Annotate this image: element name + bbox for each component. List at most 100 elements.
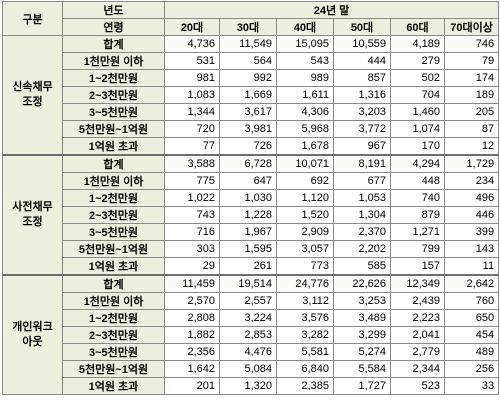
age-group-header: 70대이상	[443, 18, 500, 36]
value-cell: 1,271	[390, 223, 445, 241]
age-group-header: 50대	[333, 18, 391, 36]
value-cell: 1,030	[219, 189, 277, 207]
row-label: 5천만원~1억원	[62, 240, 165, 258]
value-cell: 3,112	[276, 292, 334, 310]
value-cell: 24,776	[276, 274, 334, 293]
value-cell: 2,439	[390, 292, 445, 310]
value-cell: 740	[390, 189, 445, 207]
value-cell: 33	[443, 377, 500, 395]
value-cell: 12	[443, 137, 500, 156]
value-cell: 1,882	[164, 326, 220, 344]
value-cell: 746	[443, 35, 500, 53]
row-label: 1~2천만원	[62, 189, 165, 207]
value-cell: 3,224	[219, 309, 277, 327]
table-row: 1~2천만원 981 992 989 857 502 174	[3, 69, 500, 87]
value-cell: 543	[276, 52, 334, 70]
table-row: 2~3천만원 1,882 2,853 3,282 3,299 2,041 454	[3, 326, 500, 344]
value-cell: 444	[333, 52, 391, 70]
value-cell: 857	[333, 69, 391, 87]
value-cell: 650	[443, 309, 500, 327]
value-cell: 2,356	[164, 343, 220, 361]
value-cell: 879	[390, 206, 445, 224]
row-label: 2~3천만원	[62, 86, 165, 104]
value-cell: 1,967	[219, 223, 277, 241]
value-cell: 1,316	[333, 86, 391, 104]
value-cell: 1,120	[276, 189, 334, 207]
value-cell: 279	[390, 52, 445, 70]
table-row: 3~5천만원 2,356 4,476 5,581 5,274 2,779 489	[3, 343, 500, 361]
value-cell: 12,349	[390, 274, 445, 293]
value-cell: 22,626	[333, 274, 391, 293]
value-cell: 2,385	[276, 377, 334, 395]
value-cell: 87	[443, 120, 500, 138]
value-cell: 2,557	[219, 292, 277, 310]
value-cell: 1,678	[276, 137, 334, 156]
value-cell: 5,084	[219, 360, 277, 378]
value-cell: 743	[164, 206, 220, 224]
value-cell: 5,584	[333, 360, 391, 378]
value-cell: 1,595	[219, 240, 277, 258]
value-cell: 10,559	[333, 35, 391, 53]
value-cell: 79	[443, 52, 500, 70]
row-label: 1억원 초과	[62, 377, 165, 395]
row-label: 5천만원~1억원	[62, 360, 165, 378]
row-label: 1억원 초과	[62, 137, 165, 156]
value-cell: 1,460	[390, 103, 445, 121]
value-cell: 189	[443, 86, 500, 104]
value-cell: 992	[219, 69, 277, 87]
category-cell: 사전채무 조정	[2, 154, 63, 276]
value-cell: 1,022	[164, 189, 220, 207]
value-cell: 3,057	[276, 240, 334, 258]
value-cell: 1,344	[164, 103, 220, 121]
row-label: 합계	[62, 154, 165, 173]
value-cell: 448	[390, 172, 445, 190]
category-name-line2: 아웃	[22, 336, 43, 348]
age-group-header: 20대	[164, 18, 220, 36]
value-cell: 1,642	[164, 360, 220, 378]
value-cell: 760	[443, 292, 500, 310]
value-cell: 1,083	[164, 86, 220, 104]
value-cell: 256	[443, 360, 500, 378]
value-cell: 1,320	[219, 377, 277, 395]
table-row-total: 개인워크 아웃 합계 11,459 19,514 24,776 22,626 12,349 2,…	[2, 274, 500, 395]
value-cell: 303	[164, 240, 220, 258]
value-cell: 967	[333, 137, 391, 156]
value-cell: 2,370	[333, 223, 391, 241]
value-cell: 201	[164, 377, 220, 395]
value-cell: 1,729	[443, 154, 500, 173]
table-row: 1억원 초과 29 261 773 585 157 11	[3, 257, 500, 276]
value-cell: 989	[276, 69, 334, 87]
value-cell: 157	[390, 257, 445, 276]
value-cell: 1,727	[333, 377, 391, 395]
value-cell: 205	[443, 103, 500, 121]
value-cell: 1,520	[276, 206, 334, 224]
value-cell: 4,294	[390, 154, 445, 173]
value-cell: 1,074	[390, 120, 445, 138]
value-cell: 489	[443, 343, 500, 361]
value-cell: 496	[443, 189, 500, 207]
value-cell: 11,549	[219, 35, 277, 53]
value-cell: 2,344	[390, 360, 445, 378]
age-group-header: 30대	[219, 18, 277, 36]
category-name-line1: 사전채무	[12, 201, 53, 213]
table-row: 2~3천만원 1,083 1,669 1,611 1,316 704 189	[3, 86, 500, 104]
table-row: 1억원 초과 77 726 1,678 967 170 12	[3, 137, 500, 156]
value-cell: 174	[443, 69, 500, 87]
value-cell: 5,274	[333, 343, 391, 361]
value-cell: 261	[219, 257, 277, 276]
value-cell: 11	[443, 257, 500, 276]
category-name-line1: 신속채무	[12, 81, 53, 93]
category-name-line2: 조정	[22, 96, 43, 108]
value-cell: 775	[164, 172, 220, 190]
value-cell: 3,299	[333, 326, 391, 344]
row-label: 3~5천만원	[62, 223, 165, 241]
value-cell: 523	[390, 377, 445, 395]
year-header: 년도	[62, 1, 165, 19]
value-cell: 2,808	[164, 309, 220, 327]
table-row-total: 사전채무 조정 합계 3,588 6,728 10,071 8,191 4,294 1,729	[2, 154, 500, 276]
value-cell: 2,642	[443, 274, 500, 293]
value-cell: 3,617	[219, 103, 277, 121]
value-cell: 981	[164, 69, 220, 87]
value-cell: 4,476	[219, 343, 277, 361]
